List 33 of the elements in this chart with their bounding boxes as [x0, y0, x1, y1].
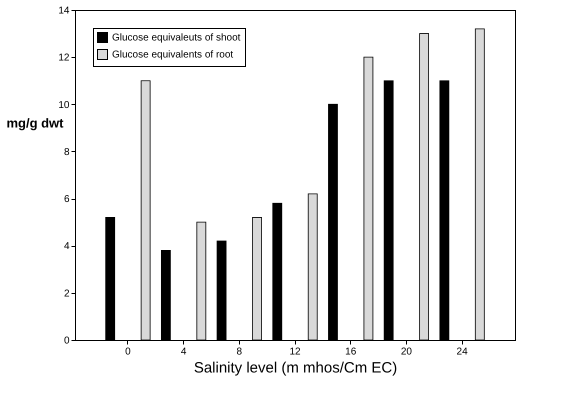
legend-label: Glucose equivalents of root: [112, 50, 234, 60]
y-tick-label: 4: [64, 241, 70, 252]
bar: [196, 222, 206, 340]
x-tick-label: 24: [456, 346, 468, 358]
x-tick-label: 4: [180, 346, 187, 358]
bar: [252, 217, 262, 340]
x-tick-label: 20: [400, 346, 412, 358]
bar: [384, 80, 394, 340]
x-axis-title: Salinity level (m mhos/Cm EC): [194, 360, 398, 376]
bar: [216, 240, 226, 340]
bar: [328, 104, 338, 340]
y-tick-label: 0: [64, 336, 70, 346]
bar: [160, 250, 171, 340]
y-tick-label: 2: [64, 288, 70, 300]
y-tick-label: 10: [58, 100, 70, 111]
bar: [272, 202, 282, 340]
y-axis-title: mg/g dwt: [6, 116, 64, 130]
y-tick-label: 8: [64, 146, 70, 158]
bar: [308, 193, 318, 340]
bar: [140, 80, 151, 340]
x-tick-label: 12: [289, 346, 301, 358]
y-tick-label: 12: [58, 52, 70, 64]
bar: [474, 28, 485, 340]
y-tick-label: 14: [58, 6, 70, 16]
x-tick-label: 16: [345, 346, 357, 358]
bar: [105, 217, 116, 340]
x-tick-label: 0: [125, 346, 132, 358]
y-tick-label: 6: [64, 194, 70, 206]
legend-label: Glucose equivaleuts of shoot: [112, 32, 241, 44]
bar: [419, 33, 430, 340]
x-tick-label: 8: [236, 346, 243, 358]
bar: [439, 80, 450, 340]
bar: [364, 56, 374, 340]
